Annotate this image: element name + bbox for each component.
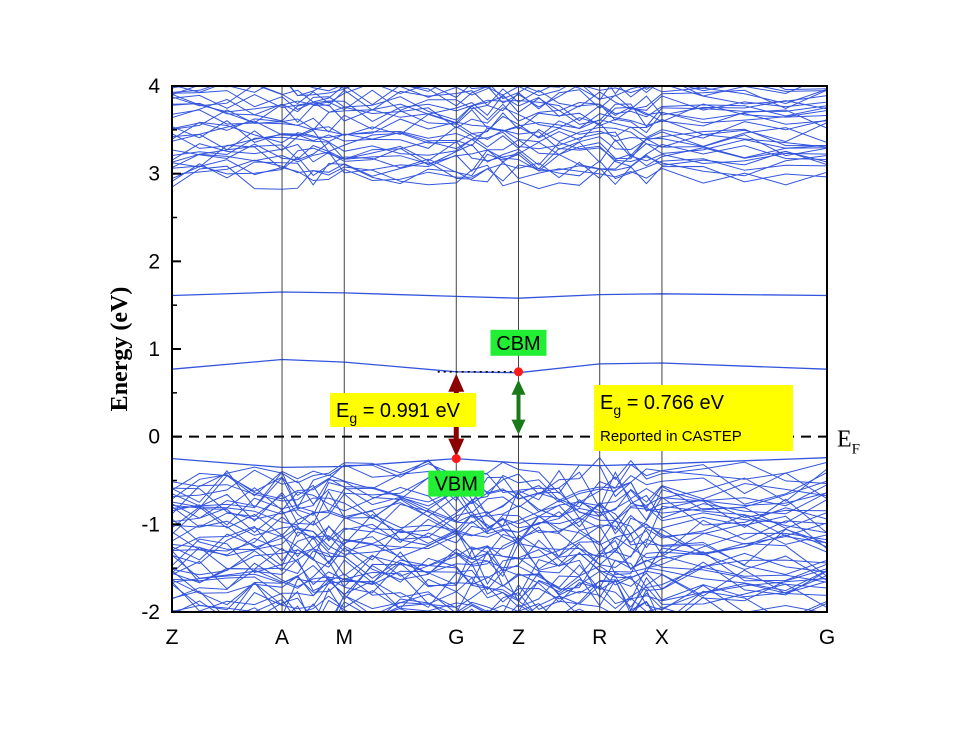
lower-band-line xyxy=(172,519,827,557)
lower-band-line xyxy=(172,571,827,612)
castep-arrow-head-down xyxy=(511,419,526,435)
k-point-label-z: Z xyxy=(166,626,179,649)
lower-band-line xyxy=(172,549,827,590)
lower-band-line xyxy=(172,547,827,587)
upper-band-line xyxy=(172,86,827,101)
y-tick-label: 1 xyxy=(148,338,160,361)
y-tick-label: 0 xyxy=(148,426,160,449)
lower-band-line xyxy=(172,562,827,602)
upper-band-line xyxy=(172,164,827,190)
band-gap-annotations: CBM VBM Eg = 0.991 eV Eg = 0.766 eV Reported… xyxy=(330,329,793,497)
upper-band-line xyxy=(172,108,827,133)
lower-band-line xyxy=(172,463,827,501)
lower-band-line xyxy=(172,477,827,518)
upper-band-line xyxy=(172,88,827,111)
lower-band-line xyxy=(172,471,827,512)
gap-text-a: Eg = 0.991 eV xyxy=(336,400,461,426)
y-tick-label: -2 xyxy=(141,601,160,624)
lower-band-line xyxy=(172,559,827,599)
valence-band-top xyxy=(172,457,827,469)
y-tick-label: -1 xyxy=(141,513,160,536)
cbm-label-bg xyxy=(490,329,547,356)
lower-band-line xyxy=(172,523,827,563)
upper-band-line xyxy=(172,86,805,98)
lower-band-line xyxy=(172,568,827,608)
k-point-label-x: X xyxy=(655,626,669,649)
lower-band-line xyxy=(172,459,827,498)
lower-band-line xyxy=(172,514,827,551)
gap-box-a xyxy=(330,393,476,427)
cbm-label: CBM xyxy=(496,333,540,355)
upper-band-line xyxy=(172,138,827,164)
lower-band-line xyxy=(265,593,827,612)
cbm-marker xyxy=(513,367,523,377)
lower-band-line xyxy=(172,456,827,495)
lower-band-line xyxy=(172,541,827,581)
castep-note: Reported in CASTEP xyxy=(600,428,742,445)
vbm-marker xyxy=(451,454,461,464)
gap-arrow-head-down xyxy=(448,438,465,457)
y-tick-label: 2 xyxy=(148,250,160,273)
k-point-label-g: G xyxy=(819,626,835,649)
upper-band-line xyxy=(172,98,827,123)
k-point-label-m: M xyxy=(336,626,354,649)
upper-band-line xyxy=(172,138,827,161)
lower-band-line xyxy=(172,470,827,509)
gap-box-b xyxy=(594,385,793,451)
lower-band-line xyxy=(172,583,827,612)
y-axis: -2 -1 0 1 2 3 4 xyxy=(141,75,181,624)
upper-band-line xyxy=(172,142,827,167)
upper-band-line xyxy=(172,118,827,143)
upper-band-line xyxy=(172,160,827,186)
lower-band-line xyxy=(172,481,827,520)
k-point-label-a: A xyxy=(275,626,289,649)
k-point-label-g: G xyxy=(448,626,464,649)
k-point-label-z: Z xyxy=(512,626,525,649)
lower-band-line xyxy=(172,569,827,603)
upper-band-line xyxy=(172,115,827,140)
upper-band-line xyxy=(172,86,827,105)
lower-band-line xyxy=(172,530,827,571)
lower-band-line xyxy=(172,590,827,612)
gap-text-b: Eg = 0.766 eV xyxy=(600,392,725,418)
gap-arrow-head-up xyxy=(448,373,465,392)
upper-band-line xyxy=(172,125,827,150)
upper-band-line xyxy=(172,128,827,153)
lower-band-line xyxy=(172,490,827,531)
y-tick-label: 3 xyxy=(148,163,160,186)
band-lines xyxy=(172,86,827,612)
y-axis-label: Energy (eV) xyxy=(107,287,133,412)
fermi-label-text: EF xyxy=(837,427,860,458)
lower-band-line xyxy=(172,475,827,513)
conduction-band-1 xyxy=(172,358,827,374)
k-point-dividers xyxy=(281,86,663,612)
conduction-band-2 xyxy=(172,291,827,299)
vbm-label-bg xyxy=(428,470,485,497)
lower-band-line xyxy=(172,578,827,612)
upper-band-line xyxy=(172,121,827,147)
lower-band-line xyxy=(172,503,827,542)
y-tick-label: 4 xyxy=(148,75,160,98)
lower-band-line xyxy=(172,468,827,505)
upper-band-line xyxy=(172,112,827,138)
vbm-label: VBM xyxy=(435,474,478,496)
lower-band-line xyxy=(172,557,827,596)
upper-band-line xyxy=(172,103,827,128)
fermi-level-label: EF xyxy=(837,427,860,458)
lower-band-line xyxy=(172,587,770,612)
k-point-label-r: R xyxy=(592,626,607,649)
castep-arrow-head-up xyxy=(511,379,526,395)
